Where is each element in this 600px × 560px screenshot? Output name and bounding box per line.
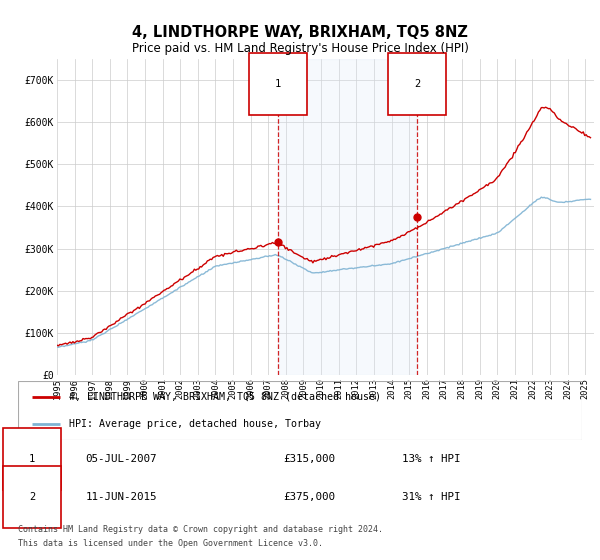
Text: 2: 2 [29,492,35,502]
Bar [278,59,417,375]
Text: 4, LINDTHORPE WAY, BRIXHAM, TQ5 8NZ: 4, LINDTHORPE WAY, BRIXHAM, TQ5 8NZ [132,25,468,40]
Text: 31% ↑ HPI: 31% ↑ HPI [401,492,460,502]
Text: 11-JUN-2015: 11-JUN-2015 [86,492,157,502]
Text: 13% ↑ HPI: 13% ↑ HPI [401,454,460,464]
Text: 1: 1 [275,79,281,89]
Text: Contains HM Land Registry data © Crown copyright and database right 2024.: Contains HM Land Registry data © Crown c… [18,525,383,534]
Text: 05-JUL-2007: 05-JUL-2007 [86,454,157,464]
Text: HPI: Average price, detached house, Torbay: HPI: Average price, detached house, Torb… [69,419,321,429]
Text: 1: 1 [29,454,35,464]
Text: £315,000: £315,000 [283,454,335,464]
Text: 2: 2 [414,79,420,89]
Text: This data is licensed under the Open Government Licence v3.0.: This data is licensed under the Open Gov… [18,539,323,548]
Text: Price paid vs. HM Land Registry's House Price Index (HPI): Price paid vs. HM Land Registry's House … [131,42,469,55]
Text: 4, LINDTHORPE WAY, BRIXHAM, TQ5 8NZ (detached house): 4, LINDTHORPE WAY, BRIXHAM, TQ5 8NZ (det… [69,391,381,402]
Text: £375,000: £375,000 [283,492,335,502]
